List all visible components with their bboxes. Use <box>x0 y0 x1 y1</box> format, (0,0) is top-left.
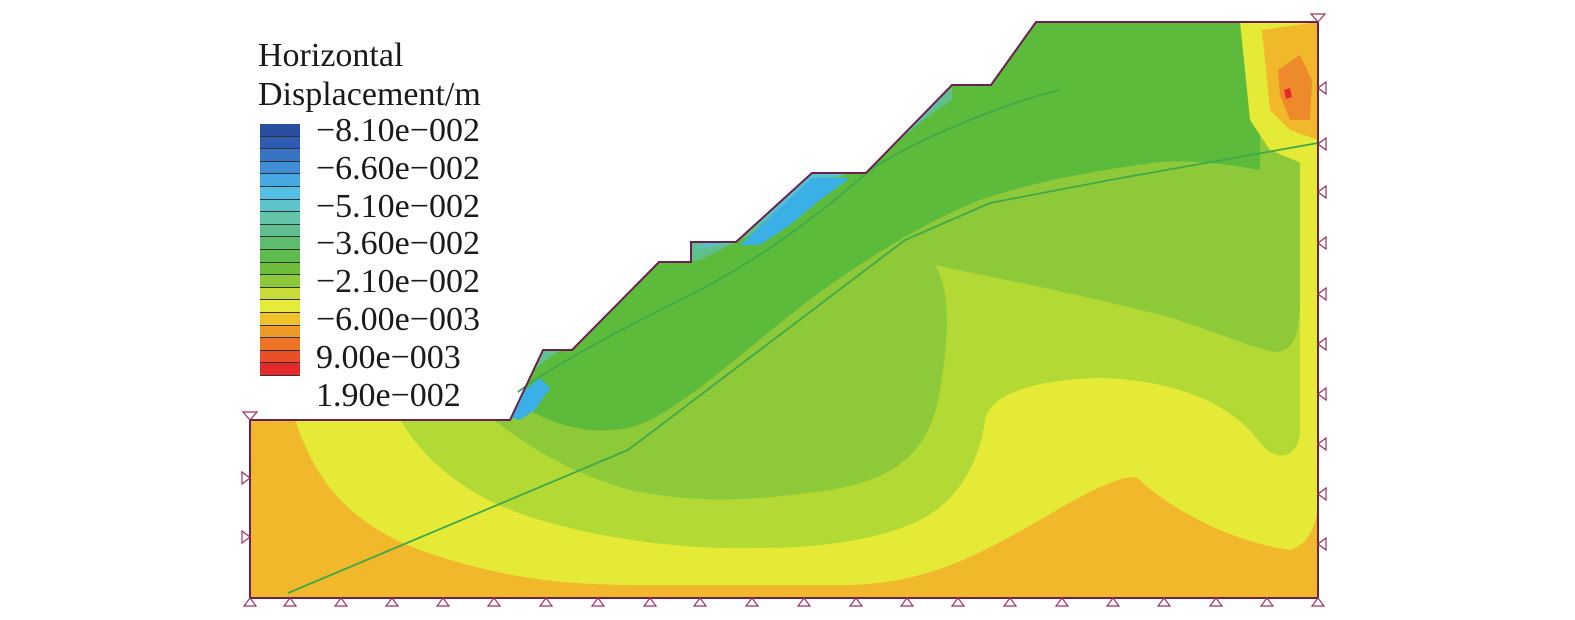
legend-color-bar <box>260 124 300 376</box>
legend-label: −2.10e−002 <box>316 263 480 301</box>
support-symbol <box>1317 136 1327 152</box>
support-symbol <box>744 597 760 607</box>
support-symbol <box>538 597 554 607</box>
support-symbol <box>899 597 915 607</box>
legend-swatch <box>260 199 300 213</box>
legend-labels: −8.10e−002 −6.60e−002 −5.10e−002 −3.60e−… <box>316 112 480 414</box>
support-symbol <box>1317 336 1327 352</box>
support-symbol <box>1259 597 1275 607</box>
support-symbol <box>1002 597 1018 607</box>
legend-swatch <box>260 237 300 250</box>
support-symbol <box>486 597 502 607</box>
legend-swatch <box>260 136 300 150</box>
legend-swatch <box>260 161 300 175</box>
legend-swatch <box>260 312 300 326</box>
support-symbol <box>1054 597 1070 607</box>
legend: Horizontal Displacement/m −8.10e−002 −6.… <box>258 36 481 414</box>
legend-body: −8.10e−002 −6.60e−002 −5.10e−002 −3.60e−… <box>258 112 481 414</box>
support-symbol <box>1317 386 1327 402</box>
legend-label: −3.60e−002 <box>316 225 480 263</box>
support-symbol <box>241 411 259 421</box>
legend-swatch <box>260 350 300 364</box>
support-symbol <box>642 597 658 607</box>
legend-swatch <box>260 338 300 351</box>
support-symbol <box>590 597 606 607</box>
support-symbol <box>242 597 258 607</box>
legend-label: −5.10e−002 <box>316 187 480 225</box>
legend-swatch <box>260 149 300 162</box>
model-boundary <box>249 21 1319 599</box>
legend-swatch <box>260 287 300 301</box>
support-symbol <box>1310 597 1326 607</box>
legend-swatch <box>260 249 300 263</box>
support-symbol <box>333 597 349 607</box>
legend-label: −6.00e−003 <box>316 300 480 338</box>
support-symbol <box>384 597 400 607</box>
support-symbol <box>241 529 251 545</box>
legend-swatch <box>260 212 300 225</box>
legend-label: −6.60e−002 <box>316 149 480 187</box>
legend-swatch <box>260 124 300 137</box>
legend-swatch <box>260 325 300 339</box>
zone-right-strong-positive <box>1278 55 1312 120</box>
slip-surface-lower <box>287 142 1319 594</box>
support-symbol <box>692 597 708 607</box>
legend-swatch <box>260 363 300 376</box>
boundary-supports <box>241 13 1327 607</box>
support-symbol <box>1317 184 1327 200</box>
support-symbol <box>796 597 812 607</box>
support-symbol <box>435 597 451 607</box>
support-symbol <box>1156 597 1172 607</box>
zone-far-negative <box>740 178 850 245</box>
legend-swatch <box>260 262 300 276</box>
support-symbol <box>241 470 251 486</box>
zone-toe-negative <box>512 378 550 420</box>
support-symbol <box>1317 235 1327 251</box>
legend-swatch <box>260 174 300 187</box>
legend-swatch <box>260 300 300 313</box>
support-symbol <box>1317 486 1327 502</box>
support-symbol <box>1309 13 1327 23</box>
legend-label: 1.90e−002 <box>316 376 461 414</box>
legend-label: 9.00e−003 <box>316 338 461 376</box>
legend-swatch <box>260 224 300 238</box>
support-symbol <box>950 597 966 607</box>
legend-title-line1: Horizontal <box>258 37 404 74</box>
support-symbol <box>1105 597 1121 607</box>
support-symbol <box>848 597 864 607</box>
legend-swatch <box>260 275 300 288</box>
support-symbol <box>1317 436 1327 452</box>
support-symbol <box>282 597 298 607</box>
legend-title-line2: Displacement/m <box>258 76 481 113</box>
zone-right-max <box>1284 88 1292 99</box>
support-symbol <box>1317 536 1327 552</box>
support-symbol <box>1208 597 1224 607</box>
support-symbol <box>1317 286 1327 302</box>
support-symbol <box>1317 80 1327 96</box>
legend-swatch <box>260 186 300 200</box>
slip-surface-upper <box>517 89 1061 393</box>
legend-label: −8.10e−002 <box>316 112 480 149</box>
